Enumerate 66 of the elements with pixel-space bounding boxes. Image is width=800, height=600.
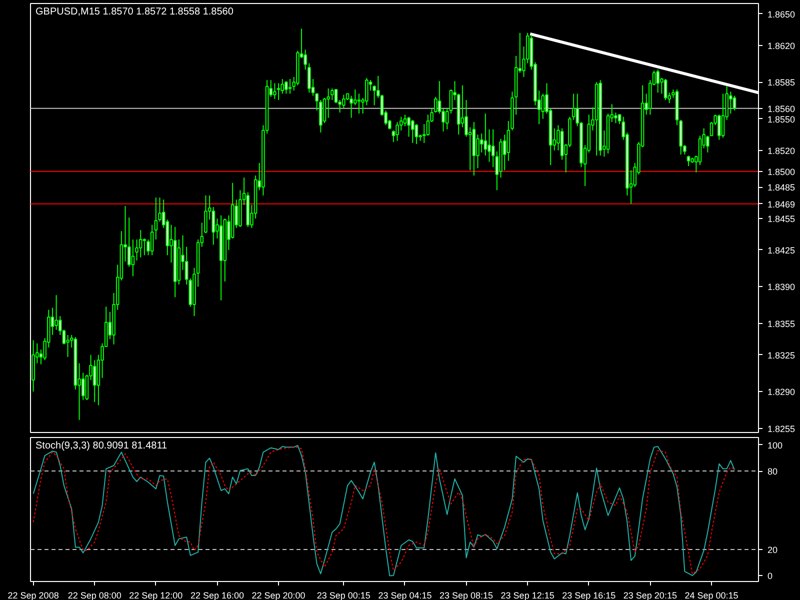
candlestick	[357, 93, 361, 114]
x-tick-label: 23 Sep 16:15	[562, 590, 616, 600]
candlestick	[131, 239, 135, 277]
candlestick	[334, 89, 338, 104]
candlestick	[656, 69, 660, 94]
x-tick-label: 22 Sep 16:00	[190, 590, 244, 600]
candlestick	[718, 114, 721, 140]
y-tick-label: 1.8585	[768, 78, 796, 88]
y-tick-label: 1.8550	[768, 114, 796, 124]
y-tick-label: 1.8425	[768, 245, 796, 256]
x-tick-label: 22 Sep 20:00	[252, 590, 306, 600]
candlestick	[66, 334, 70, 358]
candlestick	[732, 95, 736, 111]
candlestick	[150, 224, 154, 256]
y-tick-label: 0	[768, 571, 773, 582]
x-tick-label: 23 Sep 12:15	[500, 590, 554, 600]
y-tick-label: 1.8390	[768, 282, 796, 292]
candlestick	[410, 119, 414, 144]
candlestick	[414, 124, 418, 145]
candlestick	[273, 82, 276, 100]
candlestick	[342, 94, 346, 109]
candlestick	[484, 113, 488, 156]
y-tick-label: 1.8455	[768, 214, 796, 224]
y-tick-label: 100	[768, 440, 783, 450]
chart-title: GBPUSD,M15 1.8570 1.8572 1.8558 1.8560	[36, 6, 234, 18]
candlestick	[154, 197, 158, 240]
candlestick	[184, 246, 188, 286]
x-tick-label: 22 Sep 12:00	[129, 590, 183, 600]
y-tick-label: 1.8325	[768, 350, 796, 360]
x-tick-label: 24 Sep 00:15	[684, 590, 738, 600]
x-tick-label: 22 Sep 08:00	[68, 590, 122, 600]
x-tick-label: 23 Sep 20:15	[623, 590, 677, 600]
x-tick-label: 23 Sep 00:15	[316, 590, 370, 600]
candlestick	[288, 78, 292, 94]
ref-line-label: 1.8469	[768, 199, 796, 210]
candlestick	[142, 238, 146, 256]
y-tick-label: 1.8355	[768, 318, 796, 329]
y-tick-label: 80	[768, 466, 778, 477]
candlestick	[614, 112, 618, 124]
y-tick-label: 1.8620	[768, 40, 796, 51]
candlestick	[322, 97, 326, 124]
ref-line-label: 1.8500	[768, 166, 796, 177]
candlestick	[491, 128, 495, 168]
candlestick	[729, 91, 732, 114]
x-tick-label: 22 Sep 2008	[8, 590, 59, 600]
y-tick-label: 1.8520	[768, 146, 796, 156]
y-tick-label: 1.8255	[768, 424, 796, 434]
chart-title: Stoch(9,3,3) 80.9091 81.4811	[36, 440, 168, 452]
candlestick	[403, 114, 407, 127]
y-tick-label: 20	[768, 545, 778, 556]
candlestick	[276, 82, 280, 100]
candlestick	[541, 93, 545, 120]
candlestick	[686, 155, 690, 167]
candlestick	[426, 114, 430, 136]
candlestick	[138, 230, 142, 258]
candlestick	[284, 80, 288, 94]
y-tick-label: 1.8290	[768, 387, 796, 398]
candlestick	[54, 294, 58, 330]
y-tick-label: 1.8650	[768, 9, 796, 20]
x-tick-label: 23 Sep 04:15	[378, 590, 432, 600]
candlestick	[698, 135, 702, 166]
ref-line-label: 1.8560	[768, 104, 796, 114]
x-tick-label: 23 Sep 08:15	[440, 590, 494, 600]
y-tick-label: 1.8485	[768, 182, 796, 193]
candlestick	[721, 93, 725, 138]
candlestick	[664, 78, 668, 100]
